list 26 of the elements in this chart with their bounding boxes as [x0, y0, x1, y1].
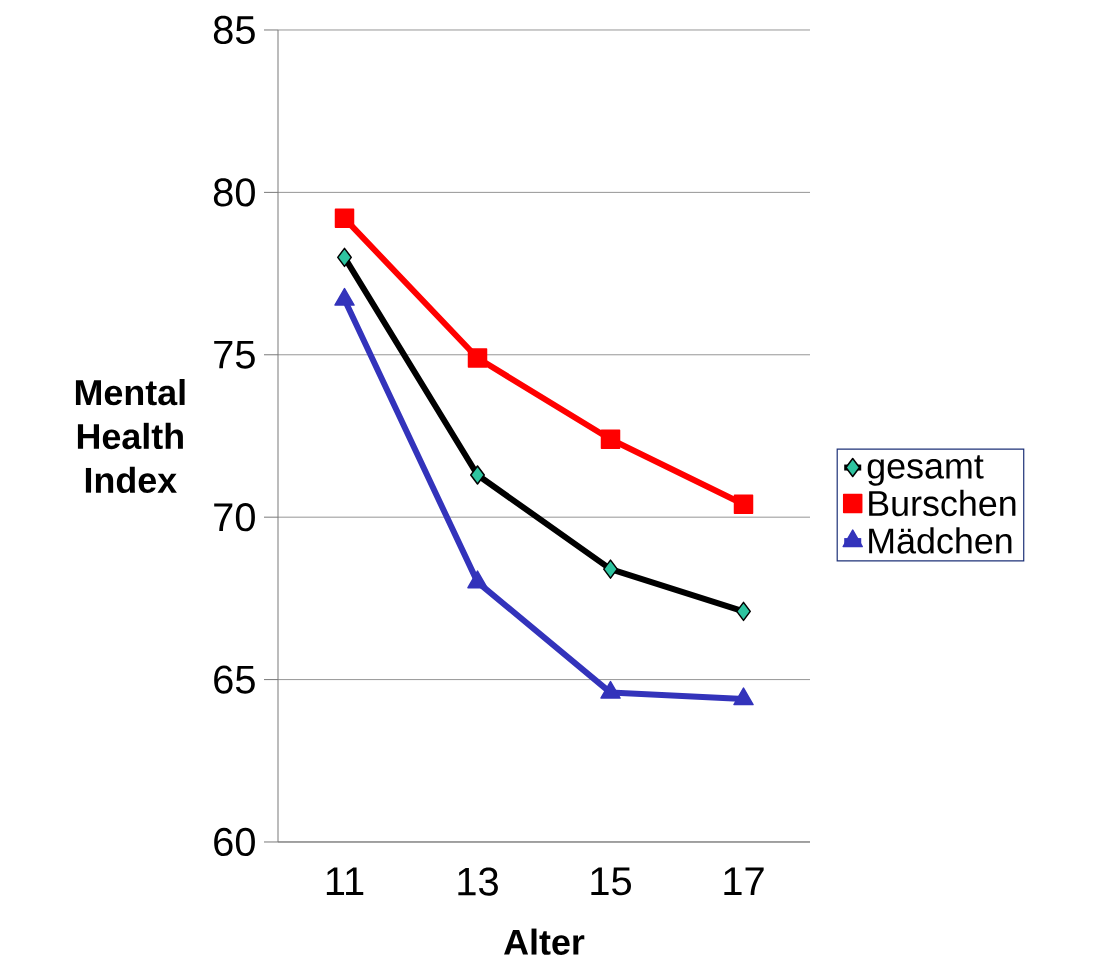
point — [733, 687, 754, 706]
point — [470, 465, 486, 485]
point — [600, 429, 621, 449]
y-axis-title: Mental Health Index — [75, 378, 185, 493]
legend-label: gesamt — [867, 455, 984, 486]
point — [337, 247, 353, 268]
point — [467, 348, 488, 368]
x-tick-label: 11 — [326, 867, 364, 895]
x-tick-label: 15 — [591, 867, 631, 896]
point — [736, 601, 752, 622]
point — [334, 208, 355, 229]
point — [733, 494, 754, 514]
y-tick-label: 60 — [214, 827, 255, 857]
y-tick-label: 80 — [213, 178, 255, 207]
legend-label: Mädchen — [869, 527, 1012, 554]
y-tick-label: 75 — [214, 340, 255, 369]
point — [603, 559, 619, 579]
y-tick-label: 65 — [214, 665, 255, 694]
legend-label: Burschen — [869, 489, 1016, 517]
y-tick-label: 85 — [213, 15, 255, 45]
x-axis-title: Alter — [504, 928, 585, 955]
point — [600, 680, 621, 699]
x-tick-label: 13 — [458, 867, 498, 896]
y-tick-label: 70 — [214, 503, 255, 532]
x-tick-label: 17 — [724, 867, 764, 895]
point — [467, 570, 488, 589]
